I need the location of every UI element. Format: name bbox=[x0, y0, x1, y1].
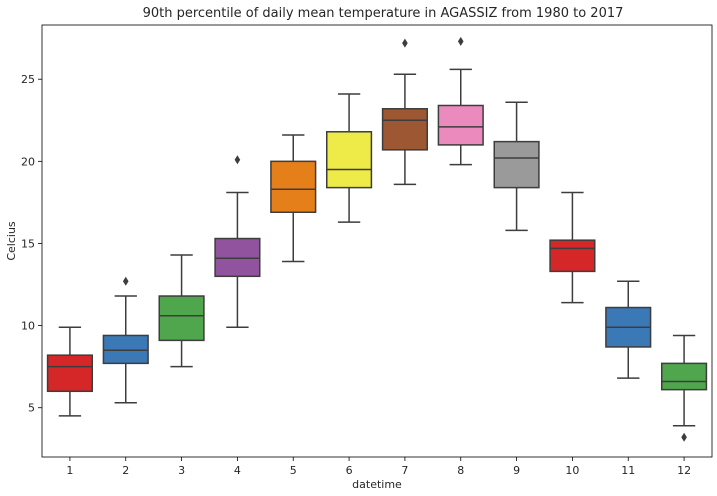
plot-frame bbox=[41, 24, 713, 458]
box-9 bbox=[493, 140, 540, 189]
y-tick-label: 25 bbox=[21, 73, 35, 86]
box-8 bbox=[437, 104, 484, 146]
box-2 bbox=[102, 334, 149, 365]
box-7 bbox=[381, 108, 429, 151]
x-tick-label: 9 bbox=[513, 464, 520, 477]
x-tick-label: 8 bbox=[457, 464, 464, 477]
box-12 bbox=[661, 362, 708, 391]
box-10 bbox=[549, 239, 596, 273]
chart-title: 90th percentile of daily mean temperatur… bbox=[143, 6, 624, 21]
box-3 bbox=[158, 295, 205, 342]
y-tick-label: 10 bbox=[21, 320, 35, 333]
x-tick-label: 11 bbox=[621, 464, 635, 477]
x-tick-label: 3 bbox=[178, 464, 185, 477]
y-axis-label: Celcius bbox=[5, 221, 18, 261]
y-tick-label: 20 bbox=[21, 155, 35, 168]
x-tick-label: 6 bbox=[346, 464, 353, 477]
y-tick-label: 15 bbox=[21, 237, 35, 250]
box-5 bbox=[270, 160, 317, 214]
outlier-point bbox=[122, 276, 129, 286]
outlier-point bbox=[402, 38, 408, 48]
outlier-point bbox=[457, 36, 464, 46]
x-tick-label: 1 bbox=[66, 464, 73, 477]
outlier-point bbox=[234, 155, 241, 165]
x-tick-label: 4 bbox=[234, 464, 241, 477]
box-1 bbox=[46, 354, 93, 393]
y-tick-label: 5 bbox=[28, 402, 35, 415]
x-tick-label: 10 bbox=[565, 464, 579, 477]
x-tick-label: 5 bbox=[290, 464, 297, 477]
box-6 bbox=[326, 131, 373, 189]
x-axis-label: datetime bbox=[352, 478, 402, 491]
box-4 bbox=[214, 237, 261, 278]
outlier-point bbox=[681, 432, 687, 442]
x-tick-label: 7 bbox=[401, 464, 408, 477]
x-tick-label: 12 bbox=[677, 464, 691, 477]
x-tick-label: 2 bbox=[122, 464, 129, 477]
